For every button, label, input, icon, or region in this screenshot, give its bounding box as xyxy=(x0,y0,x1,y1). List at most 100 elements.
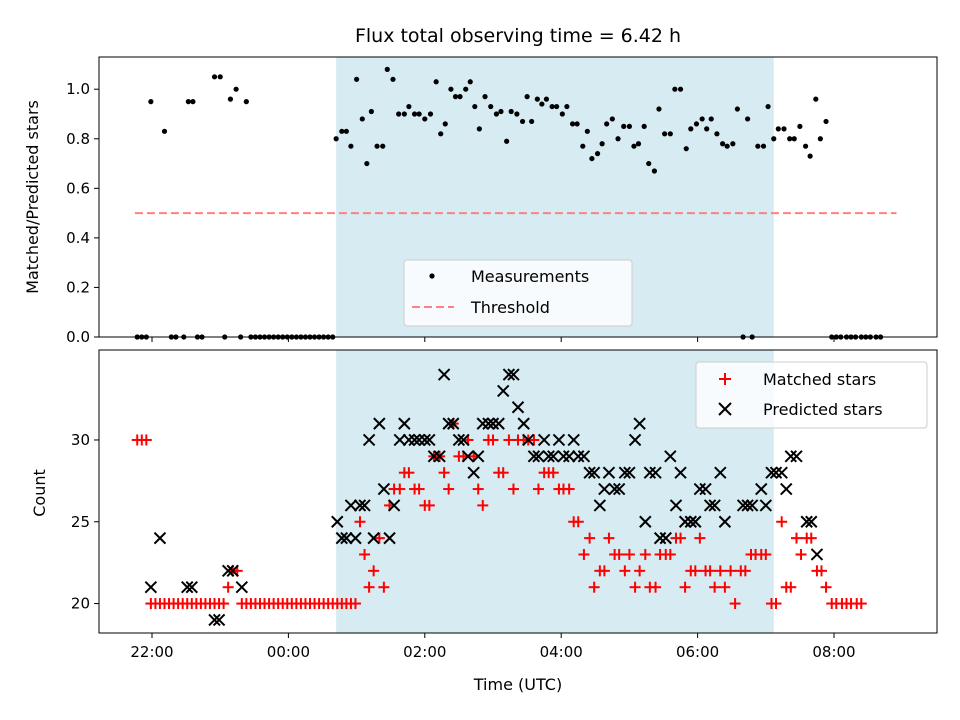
matched-star-point xyxy=(664,548,676,560)
predicted-star-point xyxy=(452,433,466,447)
matched-star-point xyxy=(497,467,509,479)
top-legend: Measurements Threshold xyxy=(403,259,633,327)
measurement-point xyxy=(802,143,809,149)
predicted-star-point xyxy=(669,499,683,512)
matched-star-point xyxy=(776,516,788,528)
y-tick-label: 1.0 xyxy=(66,80,90,98)
measurement-point xyxy=(233,86,239,92)
predicted-star-point xyxy=(433,450,446,463)
bottom-legend: Matched stars Predicted stars xyxy=(695,361,928,429)
measurement-point xyxy=(651,168,658,174)
predicted-star-point xyxy=(552,433,566,447)
measurement-point xyxy=(508,108,514,115)
measurement-point xyxy=(594,151,601,157)
predicted-star-point xyxy=(353,499,367,512)
measurement-point xyxy=(559,111,565,117)
matched-star-point xyxy=(770,598,782,610)
x-tick-label: 04:00 xyxy=(540,643,583,661)
measurement-point xyxy=(615,136,621,142)
chart-title: Flux total observing time = 6.42 h xyxy=(355,25,681,47)
predicted-star-point xyxy=(418,433,432,447)
predicted-star-point xyxy=(427,450,441,463)
measurement-point xyxy=(539,101,545,107)
predicted-star-point xyxy=(593,499,607,512)
measurement-point xyxy=(656,106,662,112)
matched-star-point xyxy=(354,516,366,528)
measurement-point xyxy=(472,103,478,110)
measurement-point xyxy=(599,141,605,147)
predicted-star-point xyxy=(790,450,803,463)
predicted-star-point xyxy=(775,466,788,479)
predicted-star-point xyxy=(542,450,555,463)
matched-star-point xyxy=(477,499,489,511)
predicted-star-point xyxy=(331,515,344,528)
predicted-star-point xyxy=(759,499,773,512)
measurement-point xyxy=(488,103,494,110)
predicted-star-point xyxy=(800,515,813,528)
measurement-point xyxy=(498,108,504,115)
matched-star-point xyxy=(634,565,646,577)
matched-star-point xyxy=(719,581,731,593)
predicted-star-point xyxy=(517,417,530,430)
measurement-point xyxy=(364,160,370,167)
predicted-star-point xyxy=(144,580,158,594)
measurement-point xyxy=(823,118,829,125)
matched-star-point xyxy=(218,598,230,610)
x-tick-label: 00:00 xyxy=(267,643,310,661)
measurement-point xyxy=(564,103,570,110)
measurement-point xyxy=(765,103,771,110)
legend-matched-label: Matched stars xyxy=(763,370,876,389)
measurement-point xyxy=(482,94,488,100)
predicted-star-point xyxy=(522,433,535,447)
predicted-star-point xyxy=(437,368,451,381)
predicted-star-point xyxy=(153,531,167,545)
measurement-point xyxy=(807,153,813,159)
predicted-star-point xyxy=(608,482,621,496)
predicted-star-point xyxy=(472,450,485,463)
measurement-point xyxy=(693,121,700,127)
predicted-star-point xyxy=(467,466,480,479)
predicted-star-point xyxy=(765,466,778,479)
measurement-point xyxy=(467,79,473,85)
predicted-star-point xyxy=(235,580,249,594)
x-axis-label: Time (UTC) xyxy=(473,675,562,694)
matched-star-point xyxy=(650,581,662,593)
predicted-star-point xyxy=(577,450,591,463)
measurement-point xyxy=(438,131,444,137)
measurement-point xyxy=(589,155,595,162)
matched-star-point xyxy=(679,581,691,593)
measurement-point xyxy=(662,131,668,137)
bottom-legend-box xyxy=(695,361,928,429)
measurement-point xyxy=(574,121,580,127)
legend-measurements-marker xyxy=(429,273,435,279)
measurement-point xyxy=(190,99,196,105)
measurement-point xyxy=(641,123,647,129)
measurement-point xyxy=(781,126,787,132)
measurement-point xyxy=(148,99,154,105)
measurement-point xyxy=(504,138,510,144)
measurement-point xyxy=(621,123,627,129)
predicted-star-point xyxy=(567,433,580,447)
predicted-star-point xyxy=(532,450,545,463)
matched-star-point xyxy=(584,532,596,544)
matched-star-point xyxy=(413,483,425,495)
matched-star-point xyxy=(363,581,375,593)
matched-star-point xyxy=(487,434,499,446)
measurement-point xyxy=(708,116,714,122)
matched-star-point xyxy=(760,548,772,560)
matched-star-point xyxy=(140,434,152,446)
predicted-star-point xyxy=(367,531,380,545)
measurement-point xyxy=(771,136,777,142)
measurement-point xyxy=(584,128,590,134)
matched-star-point xyxy=(805,532,817,544)
predicted-star-point xyxy=(502,368,516,381)
measurement-point xyxy=(217,74,223,80)
predicted-star-point xyxy=(181,580,194,594)
predicted-star-point xyxy=(708,499,721,512)
predicted-star-point xyxy=(547,450,560,463)
measurement-point xyxy=(422,116,428,122)
predicted-star-point xyxy=(335,531,349,545)
measurement-point xyxy=(580,143,586,149)
measurement-point xyxy=(463,86,469,92)
measurement-point xyxy=(554,103,560,110)
